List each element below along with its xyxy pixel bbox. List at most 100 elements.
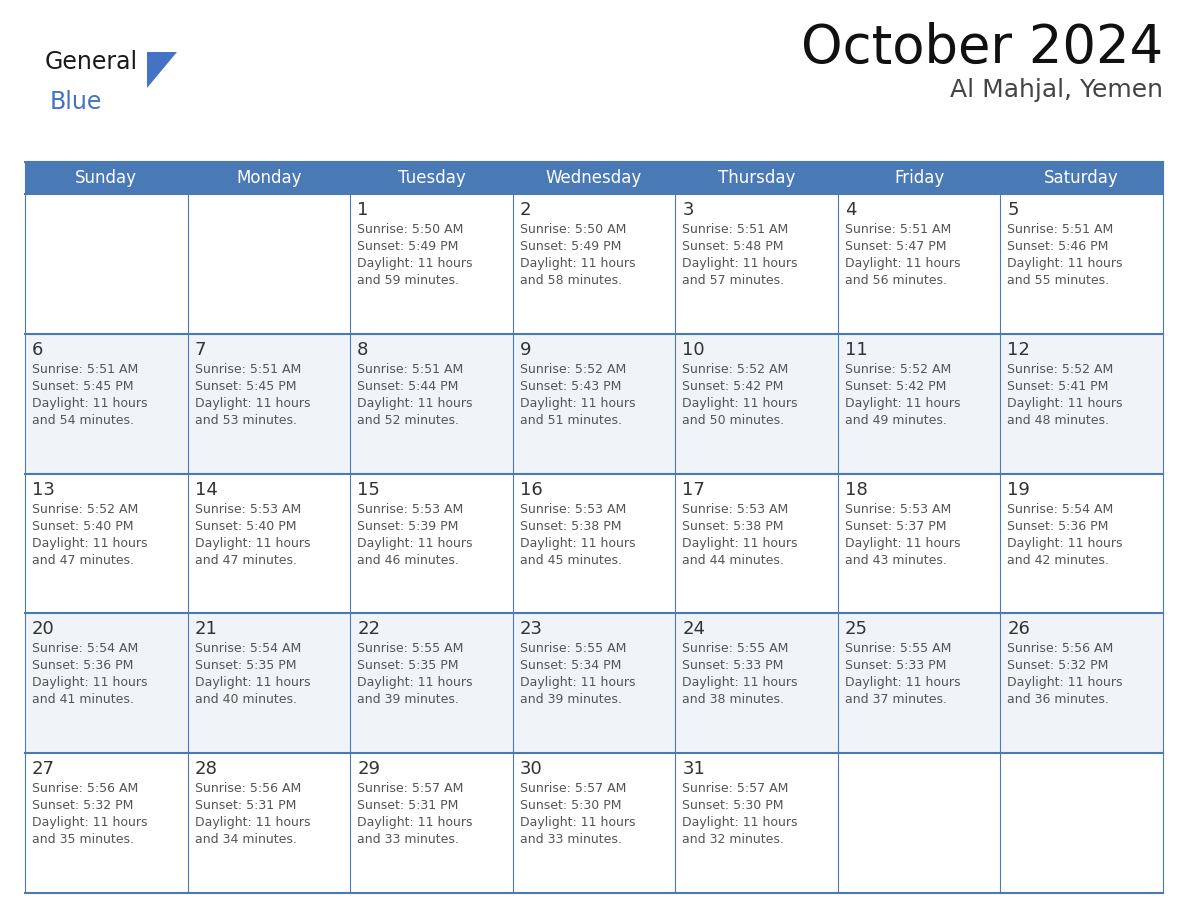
Text: 24: 24 (682, 621, 706, 638)
Bar (675, 753, 838, 893)
Text: 16: 16 (519, 481, 543, 498)
Text: 15: 15 (358, 481, 380, 498)
Text: Sunrise: 5:52 AM: Sunrise: 5:52 AM (845, 363, 952, 375)
Text: Sunrise: 5:56 AM: Sunrise: 5:56 AM (1007, 643, 1113, 655)
Text: and 39 minutes.: and 39 minutes. (519, 693, 621, 706)
Text: and 38 minutes.: and 38 minutes. (682, 693, 784, 706)
Text: Daylight: 11 hours: Daylight: 11 hours (682, 537, 798, 550)
Text: Sunrise: 5:56 AM: Sunrise: 5:56 AM (195, 782, 301, 795)
Text: and 58 minutes.: and 58 minutes. (519, 274, 621, 287)
Text: and 33 minutes.: and 33 minutes. (358, 834, 459, 846)
Text: Sunset: 5:38 PM: Sunset: 5:38 PM (519, 520, 621, 532)
Bar (1000, 194, 1163, 334)
Text: Daylight: 11 hours: Daylight: 11 hours (845, 537, 960, 550)
Text: and 59 minutes.: and 59 minutes. (358, 274, 459, 287)
Text: Sunset: 5:33 PM: Sunset: 5:33 PM (682, 659, 784, 672)
Text: Sunset: 5:31 PM: Sunset: 5:31 PM (195, 800, 296, 812)
Bar (1000, 753, 1163, 893)
Text: Daylight: 11 hours: Daylight: 11 hours (358, 397, 473, 409)
Text: Daylight: 11 hours: Daylight: 11 hours (32, 537, 147, 550)
Text: Daylight: 11 hours: Daylight: 11 hours (519, 257, 636, 270)
Text: Sunset: 5:45 PM: Sunset: 5:45 PM (195, 380, 296, 393)
Text: Daylight: 11 hours: Daylight: 11 hours (682, 397, 798, 409)
Text: Friday: Friday (895, 169, 944, 187)
Text: and 52 minutes.: and 52 minutes. (358, 414, 459, 427)
Text: 6: 6 (32, 341, 44, 359)
Text: and 57 minutes.: and 57 minutes. (682, 274, 784, 287)
Text: Daylight: 11 hours: Daylight: 11 hours (519, 537, 636, 550)
Text: Daylight: 11 hours: Daylight: 11 hours (195, 816, 310, 829)
Text: Sunday: Sunday (75, 169, 138, 187)
Text: 19: 19 (1007, 481, 1030, 498)
Bar (188, 753, 350, 893)
Text: and 47 minutes.: and 47 minutes. (32, 554, 134, 566)
Text: Sunset: 5:30 PM: Sunset: 5:30 PM (682, 800, 784, 812)
Bar (350, 474, 513, 613)
Bar (675, 194, 838, 334)
Text: Sunrise: 5:53 AM: Sunrise: 5:53 AM (845, 502, 952, 516)
Text: Blue: Blue (50, 90, 102, 114)
Text: and 45 minutes.: and 45 minutes. (519, 554, 621, 566)
Text: Sunset: 5:34 PM: Sunset: 5:34 PM (519, 659, 621, 672)
Text: 21: 21 (195, 621, 217, 638)
Text: Sunset: 5:32 PM: Sunset: 5:32 PM (1007, 659, 1108, 672)
Text: Sunrise: 5:53 AM: Sunrise: 5:53 AM (195, 502, 301, 516)
Text: Daylight: 11 hours: Daylight: 11 hours (32, 816, 147, 829)
Text: 25: 25 (845, 621, 868, 638)
Bar (838, 194, 1000, 334)
Text: Sunrise: 5:51 AM: Sunrise: 5:51 AM (845, 223, 952, 236)
Text: Sunset: 5:43 PM: Sunset: 5:43 PM (519, 380, 621, 393)
Text: Sunrise: 5:51 AM: Sunrise: 5:51 AM (682, 223, 789, 236)
Text: Sunrise: 5:55 AM: Sunrise: 5:55 AM (682, 643, 789, 655)
Bar (25, 613, 188, 753)
Text: 13: 13 (32, 481, 55, 498)
Text: Sunset: 5:35 PM: Sunset: 5:35 PM (358, 659, 459, 672)
Text: Sunset: 5:41 PM: Sunset: 5:41 PM (1007, 380, 1108, 393)
Text: 12: 12 (1007, 341, 1030, 359)
Text: Daylight: 11 hours: Daylight: 11 hours (1007, 537, 1123, 550)
Text: Sunrise: 5:54 AM: Sunrise: 5:54 AM (1007, 502, 1113, 516)
Text: Sunrise: 5:57 AM: Sunrise: 5:57 AM (358, 782, 463, 795)
Text: Wednesday: Wednesday (545, 169, 643, 187)
Text: Monday: Monday (236, 169, 302, 187)
Bar (350, 334, 513, 474)
Text: 3: 3 (682, 201, 694, 219)
Text: Daylight: 11 hours: Daylight: 11 hours (358, 677, 473, 689)
Text: Thursday: Thursday (718, 169, 795, 187)
Text: 29: 29 (358, 760, 380, 778)
Text: Sunrise: 5:51 AM: Sunrise: 5:51 AM (1007, 223, 1113, 236)
Text: 23: 23 (519, 621, 543, 638)
Text: and 43 minutes.: and 43 minutes. (845, 554, 947, 566)
Bar (188, 194, 350, 334)
Text: Sunrise: 5:53 AM: Sunrise: 5:53 AM (519, 502, 626, 516)
Text: Sunrise: 5:51 AM: Sunrise: 5:51 AM (32, 363, 138, 375)
Text: 20: 20 (32, 621, 55, 638)
Text: Sunrise: 5:50 AM: Sunrise: 5:50 AM (358, 223, 463, 236)
Bar (188, 474, 350, 613)
Text: 10: 10 (682, 341, 704, 359)
Bar (513, 334, 675, 474)
Text: Daylight: 11 hours: Daylight: 11 hours (358, 537, 473, 550)
Text: Saturday: Saturday (1044, 169, 1119, 187)
Text: 26: 26 (1007, 621, 1030, 638)
Text: Daylight: 11 hours: Daylight: 11 hours (358, 816, 473, 829)
Bar (25, 194, 188, 334)
Text: Al Mahjal, Yemen: Al Mahjal, Yemen (950, 78, 1163, 102)
Text: Daylight: 11 hours: Daylight: 11 hours (1007, 257, 1123, 270)
Text: Sunset: 5:31 PM: Sunset: 5:31 PM (358, 800, 459, 812)
Text: Daylight: 11 hours: Daylight: 11 hours (32, 397, 147, 409)
Text: Tuesday: Tuesday (398, 169, 466, 187)
Text: Sunrise: 5:57 AM: Sunrise: 5:57 AM (519, 782, 626, 795)
Bar (675, 474, 838, 613)
Text: 30: 30 (519, 760, 543, 778)
Bar (25, 753, 188, 893)
Text: and 42 minutes.: and 42 minutes. (1007, 554, 1110, 566)
Text: and 50 minutes.: and 50 minutes. (682, 414, 784, 427)
Text: Sunrise: 5:51 AM: Sunrise: 5:51 AM (195, 363, 301, 375)
Text: and 39 minutes.: and 39 minutes. (358, 693, 459, 706)
Bar (513, 753, 675, 893)
Text: and 41 minutes.: and 41 minutes. (32, 693, 134, 706)
Bar (838, 613, 1000, 753)
Text: 31: 31 (682, 760, 706, 778)
Text: Daylight: 11 hours: Daylight: 11 hours (358, 257, 473, 270)
